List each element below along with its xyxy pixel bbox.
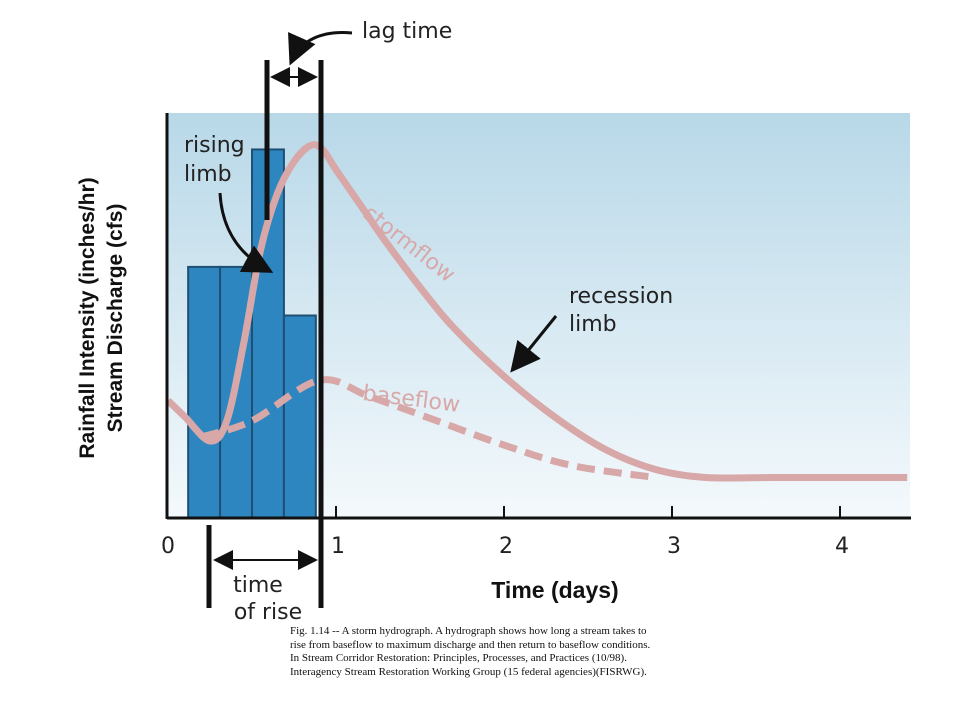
recession-limb-label-1: recession <box>569 284 673 309</box>
x-axis-label: Time (days) <box>491 577 618 603</box>
x-tick-label: 1 <box>331 534 345 559</box>
x-tick-label: 3 <box>667 534 681 559</box>
x-tick-label: 4 <box>835 534 849 559</box>
hydrograph-curves <box>165 141 908 482</box>
recession-limb-pointer-arrow <box>510 315 558 373</box>
lag-time-label: lag time <box>362 19 452 44</box>
time-of-rise-label-2: of rise <box>234 600 302 625</box>
y-axis-label-rainfall: Rainfall Intensity (inches/hr) <box>76 177 99 458</box>
rainfall-bar-0 <box>187 265 222 519</box>
caption-line: In Stream Corridor Restoration: Principl… <box>290 652 627 664</box>
stormflow-curve <box>165 141 908 482</box>
x-axis-ticks: 0 1 2 3 4 <box>161 506 849 559</box>
y-axis-label: Rainfall Intensity (inches/hr) Stream Di… <box>76 177 127 458</box>
caption-line: Interagency Stream Restoration Working G… <box>290 665 647 678</box>
caption-line: rise from baseflow to maximum discharge … <box>290 638 651 651</box>
rising-limb-label-1: rising <box>184 133 245 158</box>
y-axis-label-discharge: Stream Discharge (cfs) <box>104 204 127 433</box>
x-tick-label: 0 <box>161 534 175 559</box>
rainfall-bar-3 <box>282 314 317 519</box>
rising-limb-label-2: limb <box>184 162 232 187</box>
recession-limb-label-2: limb <box>569 312 617 337</box>
baseflow-curve <box>200 376 656 481</box>
caption-line: Fig. 1.14 -- A storm hydrograph. A hydro… <box>290 625 647 637</box>
x-tick-label: 2 <box>499 534 513 559</box>
time-of-rise-label-1: time <box>233 573 283 598</box>
lag-time-pointer-arrow <box>288 31 353 66</box>
figure-caption: Fig. 1.14 -- A storm hydrograph. A hydro… <box>290 625 710 679</box>
rising-limb-pointer-arrow <box>218 192 274 273</box>
